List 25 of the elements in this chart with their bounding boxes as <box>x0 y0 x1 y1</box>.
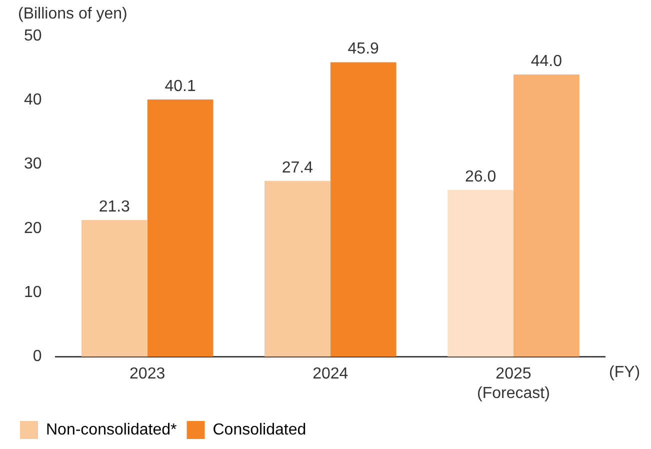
data-label: 27.4 <box>282 159 314 176</box>
y-tick-label: 30 <box>24 156 42 173</box>
y-tick-label: 20 <box>24 220 42 237</box>
y-axis-title: (Billions of yen) <box>18 5 128 22</box>
data-label: 26.0 <box>464 168 496 186</box>
x-tick-label: 2024 <box>312 366 348 383</box>
x-axis-title: (FY) <box>609 364 640 382</box>
data-label: 44.0 <box>530 52 562 70</box>
bar <box>264 180 330 357</box>
bar <box>330 62 396 357</box>
data-label: 45.9 <box>348 40 380 58</box>
data-label: 21.3 <box>98 198 130 216</box>
y-tick-label: 40 <box>24 92 42 109</box>
bar <box>513 74 580 357</box>
legend-label: Consolidated <box>212 421 306 438</box>
y-tick-label: 10 <box>24 284 42 301</box>
bar <box>448 190 514 357</box>
y-tick-label: 0 <box>32 348 42 366</box>
bar <box>147 99 214 357</box>
x-tick-label: 2023 <box>130 366 166 383</box>
data-label: 40.1 <box>164 78 196 95</box>
x-tick-label: 2025 (Forecast) <box>477 366 550 402</box>
y-tick-label: 50 <box>24 27 42 44</box>
legend-label: Non-consolidated* <box>46 421 177 438</box>
bar <box>81 220 148 357</box>
